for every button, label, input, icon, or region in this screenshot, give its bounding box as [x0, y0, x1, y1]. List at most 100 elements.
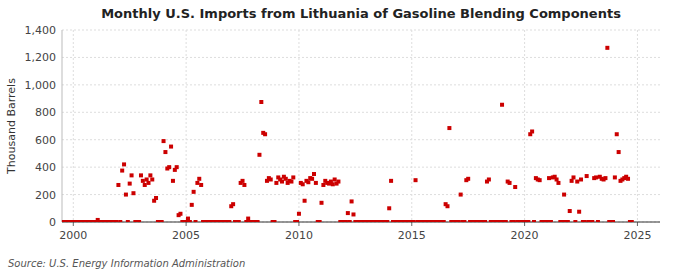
x-tick-label: 2005	[172, 229, 200, 242]
point	[171, 179, 175, 183]
point	[333, 177, 337, 181]
point	[387, 206, 391, 210]
point	[197, 177, 201, 181]
point	[303, 199, 307, 203]
point	[526, 220, 530, 222]
point	[532, 220, 536, 222]
point	[389, 179, 393, 183]
point	[192, 190, 196, 194]
point	[148, 173, 152, 177]
point	[131, 191, 135, 195]
point	[120, 169, 124, 173]
x-tick-label: 2000	[59, 229, 87, 242]
point	[195, 181, 199, 185]
point	[116, 183, 120, 187]
point	[560, 220, 564, 222]
y-tick-label: 600	[35, 134, 56, 147]
x-tick	[411, 222, 412, 226]
point	[321, 183, 325, 187]
point	[273, 220, 277, 222]
point	[442, 220, 446, 222]
point	[301, 182, 305, 186]
x-tick	[637, 222, 638, 226]
point	[572, 175, 576, 179]
point	[295, 220, 299, 222]
point	[259, 100, 263, 104]
point	[575, 180, 579, 184]
point	[143, 183, 147, 187]
point	[194, 220, 198, 222]
point	[336, 180, 340, 184]
y-grid-line	[62, 57, 660, 58]
y-tick-label: 1,000	[25, 79, 57, 92]
point	[504, 220, 508, 222]
y-tick-label: 800	[35, 106, 56, 119]
point	[498, 220, 502, 222]
point	[163, 150, 167, 154]
point	[320, 201, 324, 205]
point	[310, 177, 314, 181]
x-tick	[298, 222, 299, 226]
point	[351, 212, 355, 216]
point	[530, 129, 534, 133]
point	[562, 193, 566, 197]
point	[124, 193, 128, 197]
point	[263, 132, 267, 136]
point	[594, 175, 598, 179]
point	[585, 174, 589, 178]
point	[256, 220, 260, 222]
x-grid-line	[186, 30, 187, 222]
point	[447, 126, 451, 130]
title: Monthly U.S. Imports from Lithuania of G…	[101, 6, 621, 21]
x-tick-label: 2025	[623, 229, 651, 242]
point	[118, 220, 122, 222]
point	[318, 220, 322, 222]
point	[150, 177, 154, 181]
point	[459, 193, 463, 197]
point	[549, 220, 553, 222]
point	[348, 220, 352, 222]
point	[617, 150, 621, 154]
point	[274, 181, 278, 185]
y-tick-label: 1,400	[25, 24, 57, 37]
point	[603, 176, 607, 180]
point	[167, 165, 171, 169]
y-tick-label: 0	[49, 216, 56, 229]
x-tick	[73, 222, 74, 226]
x-tick	[524, 222, 525, 226]
point	[188, 220, 192, 222]
point	[487, 177, 491, 181]
y-grid-line	[62, 30, 660, 31]
point	[630, 220, 634, 222]
point	[331, 182, 335, 186]
point	[257, 153, 261, 157]
y-grid-line	[62, 167, 660, 168]
point	[555, 177, 559, 181]
point	[538, 178, 542, 182]
y-grid-line	[62, 112, 660, 113]
x-tick	[186, 222, 187, 226]
point	[246, 217, 250, 221]
point	[190, 203, 194, 207]
x-tick-label: 2010	[285, 229, 313, 242]
point	[130, 173, 134, 177]
point	[605, 46, 609, 50]
x-tick-label: 2015	[398, 229, 426, 242]
point	[160, 220, 164, 222]
point	[178, 212, 182, 216]
point	[566, 220, 570, 222]
y-axis-line	[62, 30, 63, 222]
y-grid-line	[62, 84, 660, 85]
point	[199, 183, 203, 187]
x-grid-line	[298, 30, 299, 222]
point	[241, 179, 245, 183]
point	[186, 217, 190, 221]
point	[227, 220, 231, 222]
point	[611, 220, 615, 222]
point	[445, 204, 449, 208]
point	[462, 220, 466, 222]
point	[590, 220, 594, 222]
point	[513, 185, 517, 189]
point	[291, 175, 295, 179]
point	[314, 181, 318, 185]
